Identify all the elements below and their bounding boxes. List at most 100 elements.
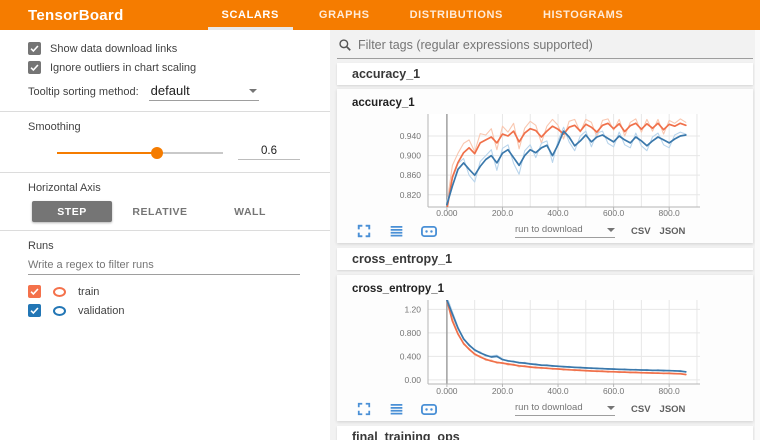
svg-text:0.940: 0.940 — [400, 131, 422, 141]
runs-filter-input[interactable] — [28, 259, 300, 275]
section-accuracy[interactable]: accuracy_1 — [337, 63, 753, 85]
tab-scalars[interactable]: SCALARS — [202, 0, 299, 30]
show-download-links-label: Show data download links — [50, 42, 178, 55]
expand-icon[interactable] — [357, 224, 373, 238]
fit-domain-icon[interactable] — [421, 224, 437, 238]
horizontal-axis-buttons: STEP RELATIVE WALL — [32, 201, 330, 222]
runs-label: Runs — [28, 240, 54, 252]
validation-run-label: validation — [78, 304, 125, 317]
accuracy-chart-title: accuracy_1 — [352, 97, 415, 109]
tab-bar: SCALARS GRAPHS DISTRIBUTIONS HISTOGRAMS — [202, 0, 644, 30]
section-final-training-ops-label: final_training_ops — [352, 430, 460, 440]
ignore-outliers-row: Ignore outliers in chart scaling — [28, 61, 330, 74]
svg-text:200.0: 200.0 — [492, 208, 514, 218]
show-download-links-row: Show data download links — [28, 42, 330, 55]
svg-text:0.400: 0.400 — [400, 351, 422, 361]
chevron-down-icon — [607, 227, 615, 232]
svg-text:0.00: 0.00 — [404, 375, 421, 385]
train-run-label: train — [78, 285, 100, 298]
divider — [0, 111, 330, 112]
svg-text:0.800: 0.800 — [400, 328, 422, 338]
accuracy-card: accuracy_1 0.820 0.860 0.900 0.940 0.000 200.… — [337, 89, 753, 243]
tab-distributions[interactable]: DISTRIBUTIONS — [409, 9, 503, 21]
fit-domain-icon[interactable] — [421, 402, 437, 416]
svg-text:0.000: 0.000 — [436, 208, 458, 218]
tooltip-sorting-label: Tooltip sorting method: — [28, 86, 139, 98]
slider-handle[interactable] — [150, 146, 163, 159]
axis-step-button[interactable]: STEP — [32, 201, 112, 222]
sidebar: Show data download links Ignore outliers… — [0, 30, 330, 440]
smoothing-label: Smoothing — [28, 121, 81, 133]
scrollbar[interactable] — [755, 30, 760, 440]
svg-text:1.20: 1.20 — [404, 304, 421, 314]
validation-color-swatch-icon — [53, 305, 66, 316]
divider — [0, 172, 330, 173]
show-download-links-checkbox[interactable] — [28, 42, 41, 55]
section-cross-entropy-label: cross_entropy_1 — [352, 252, 453, 266]
tab-histograms[interactable]: HISTOGRAMS — [542, 9, 624, 21]
train-color-swatch-icon — [53, 286, 66, 297]
horizontal-axis-label: Horizontal Axis — [28, 182, 101, 194]
cross-entropy-card-footer: run to download CSV JSON — [337, 397, 753, 421]
svg-text:0.900: 0.900 — [400, 151, 422, 161]
axis-wall-button[interactable]: WALL — [230, 206, 270, 218]
cross-entropy-card: cross_entropy_1 0.00 0.400 0.800 1.20 0.000 2… — [337, 275, 753, 421]
main-panel: accuracy_1 accuracy_1 0.820 0.860 0.900 0.9… — [330, 30, 760, 440]
smoothing-value-input[interactable] — [238, 145, 300, 160]
svg-text:600.0: 600.0 — [603, 386, 625, 396]
tooltip-sorting-value: default — [150, 83, 190, 98]
app-title: TensorBoard — [28, 6, 124, 24]
svg-text:800.0: 800.0 — [659, 386, 681, 396]
run-row-validation: validation — [28, 304, 330, 317]
section-cross-entropy[interactable]: cross_entropy_1 — [337, 248, 753, 270]
accuracy-chart[interactable]: 0.820 0.860 0.900 0.940 0.000 200.0 400.0 600.0… — [337, 111, 753, 219]
filter-tags-row — [337, 32, 753, 59]
top-bar: TensorBoard SCALARS GRAPHS DISTRIBUTIONS… — [0, 0, 760, 30]
tooltip-sorting-row: Tooltip sorting method: default — [28, 83, 330, 101]
filter-tags-input[interactable] — [358, 38, 753, 52]
divider — [0, 230, 330, 231]
slider-fill — [57, 151, 157, 154]
ignore-outliers-checkbox[interactable] — [28, 61, 41, 74]
csv-download-link[interactable]: CSV — [631, 403, 651, 415]
validation-checkbox[interactable] — [28, 304, 41, 317]
chevron-down-icon — [248, 88, 257, 93]
section-accuracy-label: accuracy_1 — [352, 67, 421, 81]
accuracy-card-footer: run to download CSV JSON — [337, 219, 753, 243]
check-icon — [30, 307, 39, 315]
run-row-train: train — [28, 285, 330, 298]
tooltip-sorting-dropdown[interactable]: default — [148, 83, 259, 101]
train-checkbox[interactable] — [28, 285, 41, 298]
json-download-link[interactable]: JSON — [659, 403, 686, 415]
check-icon — [30, 64, 39, 72]
axis-relative-button[interactable]: RELATIVE — [130, 206, 190, 218]
data-series-icon[interactable] — [389, 402, 405, 416]
svg-text:0.820: 0.820 — [400, 190, 422, 200]
json-download-link[interactable]: JSON — [659, 225, 686, 237]
cross-entropy-chart[interactable]: 0.00 0.400 0.800 1.20 0.000 200.0 400.0 600.0 80… — [337, 297, 753, 397]
cross-entropy-chart-title: cross_entropy_1 — [352, 283, 445, 295]
check-icon — [30, 288, 39, 296]
svg-text:400.0: 400.0 — [547, 386, 569, 396]
run-to-download-dropdown[interactable]: run to download — [515, 402, 615, 416]
data-series-icon[interactable] — [389, 224, 405, 238]
section-final-training-ops[interactable]: final_training_ops — [337, 426, 753, 440]
chevron-down-icon — [607, 405, 615, 410]
smoothing-row — [57, 145, 330, 160]
run-to-download-label: run to download — [515, 402, 583, 413]
svg-text:0.860: 0.860 — [400, 170, 422, 180]
svg-text:600.0: 600.0 — [603, 208, 625, 218]
run-to-download-label: run to download — [515, 224, 583, 235]
check-icon — [30, 45, 39, 53]
tab-graphs[interactable]: GRAPHS — [318, 9, 370, 21]
svg-text:800.0: 800.0 — [659, 208, 681, 218]
svg-text:0.000: 0.000 — [436, 386, 458, 396]
svg-text:200.0: 200.0 — [492, 386, 514, 396]
run-to-download-dropdown[interactable]: run to download — [515, 224, 615, 238]
svg-text:400.0: 400.0 — [547, 208, 569, 218]
search-icon — [339, 39, 351, 51]
expand-icon[interactable] — [357, 402, 373, 416]
csv-download-link[interactable]: CSV — [631, 225, 651, 237]
smoothing-slider[interactable] — [57, 146, 223, 159]
ignore-outliers-label: Ignore outliers in chart scaling — [50, 61, 197, 74]
